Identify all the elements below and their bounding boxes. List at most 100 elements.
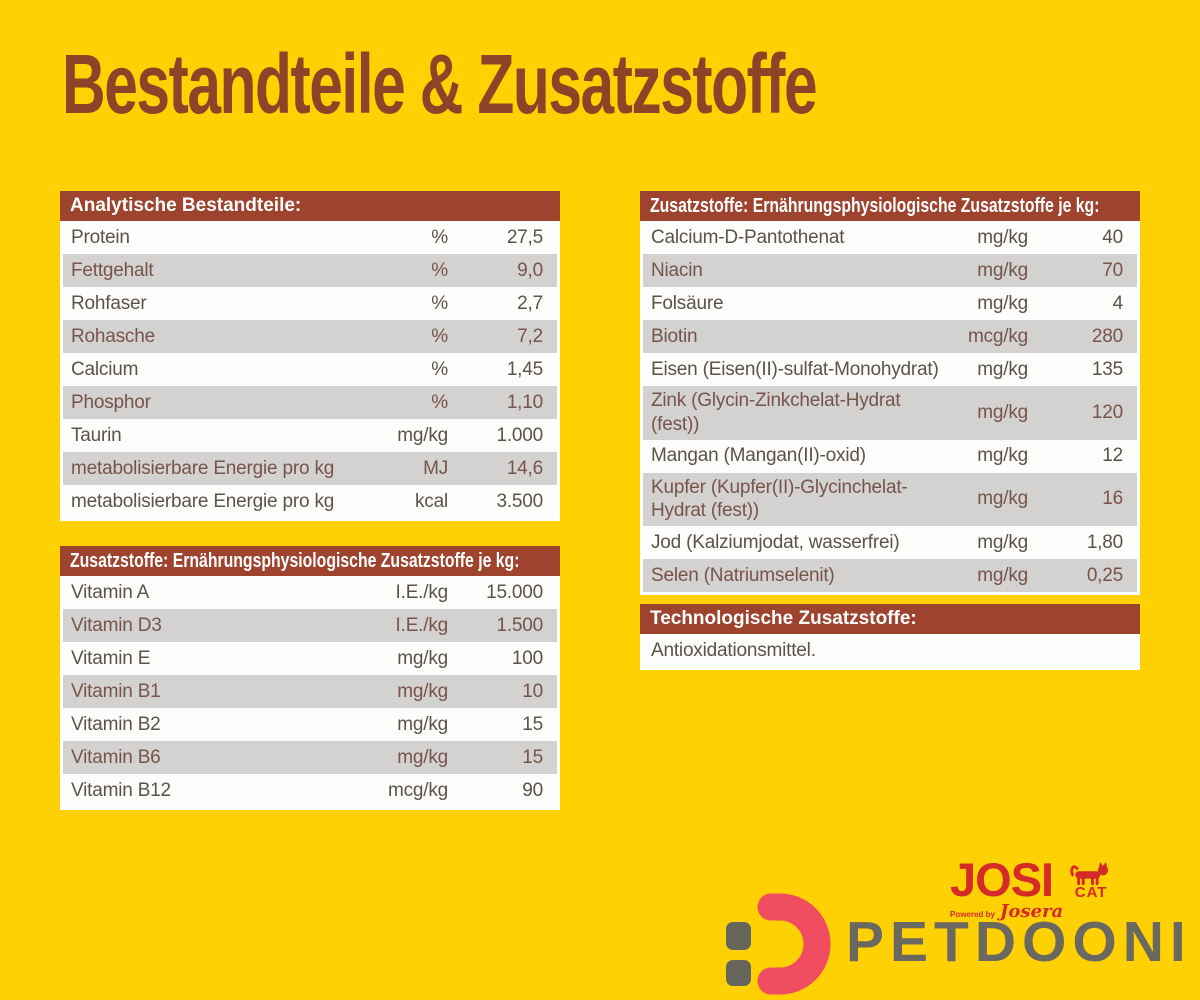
table-row: Kupfer (Kupfer(II)-Glycinchelat-Hydrat (… (643, 472, 1137, 526)
cell-label: Vitamin E (71, 647, 151, 669)
cell-unit: mcg/kg (387, 779, 448, 801)
cell-label: Protein (71, 226, 130, 248)
cell-value: 14,6 (506, 457, 543, 479)
table-row: Vitamin D3 I.E./kg 1.500 (63, 609, 557, 642)
cell-value: 16 (1102, 488, 1123, 510)
table-row: Jod (Kalziumjodat, wasserfrei) mg/kg 1,80 (643, 526, 1137, 559)
technological-table-body: Antioxidationsmittel. (643, 634, 1137, 667)
cell-label: Vitamin A (71, 581, 150, 603)
technological-table: Technologische Zusatzstoffe: Antioxidati… (640, 604, 1140, 670)
vitamins-table-header: Zusatzstoffe: Ernährungsphysiologische Z… (60, 546, 560, 576)
cell-label: Niacin (651, 259, 703, 281)
cell-unit: mg/kg (977, 445, 1028, 467)
cell-value: 3.500 (496, 490, 543, 512)
analytics-table-header: Analytische Bestandteile: (60, 191, 560, 221)
cell-value: 90 (522, 779, 543, 801)
minerals-table-header: Zusatzstoffe: Ernährungsphysiologische Z… (640, 191, 1140, 221)
cell-label: Vitamin D3 (71, 614, 162, 636)
analytics-table-body: Protein% 27,5 Fettgehalt% 9,0 Rohfaser% 2,7 Ro… (63, 221, 557, 518)
cell-value: 12 (1102, 445, 1123, 467)
cell-unit: mg/kg (977, 358, 1028, 380)
cell-value: 120 (1091, 401, 1123, 423)
page-title-text: Bestandteile & Zusatzstoffe (62, 37, 818, 131)
technological-table-header: Technologische Zusatzstoffe: (640, 604, 1140, 634)
cell-unit: % (431, 358, 448, 380)
cell-label: Vitamin B6 (71, 746, 161, 768)
powered-by-label: Powered by (950, 910, 995, 920)
table-row: Vitamin A I.E./kg 15.000 (63, 576, 557, 609)
minerals-table: Zusatzstoffe: Ernährungsphysiologische Z… (640, 191, 1140, 595)
page-title: Bestandteile & Zusatzstoffe (62, 42, 1110, 126)
cell-label: Jod (Kalziumjodat, wasserfrei) (651, 531, 900, 553)
table-row: Antioxidationsmittel. (643, 634, 1137, 667)
cell-unit: MJ (423, 457, 448, 479)
cell-value: 1.000 (496, 424, 543, 446)
analytics-table-header-text: Analytische Bestandteile: (70, 195, 302, 216)
table-row: Vitamin E mg/kg 100 (63, 642, 557, 675)
table-row: metabolisierbare Energie pro kg kcal 3.500 (63, 485, 557, 518)
cell-label: Rohfaser (71, 292, 147, 314)
cell-value: 10 (522, 680, 543, 702)
cell-label: Taurin (71, 424, 122, 446)
cell-label: Mangan (Mangan(II)-oxid) (651, 445, 866, 467)
josicat-cat-block: CAT (1067, 858, 1115, 900)
analytics-table: Analytische Bestandteile: Protein% 27,5 Fe… (60, 191, 560, 521)
cell-label: Kupfer (Kupfer(II)-Glycinchelat-Hydrat (… (651, 476, 908, 522)
cell-unit: % (431, 259, 448, 281)
cell-value: 15 (522, 713, 543, 735)
cell-label: metabolisierbare Energie pro kg (71, 457, 335, 479)
table-row: Niacin mg/kg 70 (643, 254, 1137, 287)
table-row: Folsäure mg/kg 4 (643, 287, 1137, 320)
cell-unit: mg/kg (397, 713, 448, 735)
cell-unit: mg/kg (977, 401, 1028, 423)
josera-wordmark: Josera (999, 901, 1064, 923)
table-row: Biotin mcg/kg 280 (643, 320, 1137, 353)
table-row: Calcium-D-Pantothenat mg/kg 40 (643, 221, 1137, 254)
cell-value: 280 (1091, 325, 1123, 347)
cell-label: metabolisierbare Energie pro kg (71, 490, 335, 512)
cell-value: 15.000 (486, 581, 543, 603)
cell-unit: mg/kg (977, 259, 1028, 281)
cell-value: 4 (1112, 292, 1124, 314)
table-row: Rohasche% 7,2 (63, 320, 557, 353)
powered-by-row: Powered by Josera (950, 903, 1150, 921)
cell-value: 100 (511, 647, 543, 669)
cell-label: Vitamin B1 (71, 680, 161, 702)
table-row: Protein% 27,5 (63, 221, 557, 254)
table-row: Calcium% 1,45 (63, 353, 557, 386)
cell-label: Fettgehalt (71, 259, 154, 281)
table-row: Taurin mg/kg 1.000 (63, 419, 557, 452)
cell-unit: I.E./kg (395, 614, 449, 636)
cat-icon (1070, 862, 1109, 886)
technological-table-header-text: Technologische Zusatzstoffe: (650, 608, 917, 629)
cell-unit: mg/kg (977, 531, 1028, 553)
cell-value: 70 (1102, 259, 1123, 281)
table-row: Vitamin B6 mg/kg 15 (63, 741, 557, 774)
petdooni-wordmark: PETDOONI (846, 910, 1192, 974)
josicat-logo: JOSI CAT Powered by Josera (950, 856, 1150, 921)
cell-unit: mg/kg (397, 746, 448, 768)
minerals-table-body: Calcium-D-Pantothenat mg/kg 40 Niacin mg/kg 7… (643, 221, 1137, 592)
josicat-logo-top: JOSI CAT (950, 856, 1150, 903)
cell-unit: mg/kg (397, 680, 448, 702)
cell-label: Folsäure (651, 292, 724, 314)
cell-value: 1,80 (1086, 531, 1123, 553)
cell-value: 9,0 (517, 259, 543, 281)
cell-unit: mg/kg (977, 488, 1028, 510)
table-row: Rohfaser% 2,7 (63, 287, 557, 320)
vitamins-table-body: Vitamin A I.E./kg 15.000 Vitamin D3 I.E./kg 1… (63, 576, 557, 807)
cell-label: Vitamin B2 (71, 713, 161, 735)
cell-value: 7,2 (517, 325, 543, 347)
cell-unit: mcg/kg (967, 325, 1028, 347)
cell-value: 135 (1091, 358, 1123, 380)
cell-value: 40 (1102, 226, 1123, 248)
cell-value: 1,10 (506, 391, 543, 413)
cell-label: Calcium-D-Pantothenat (651, 226, 845, 248)
cell-unit: kcal (415, 490, 448, 512)
cell-unit: mg/kg (977, 564, 1028, 586)
cell-unit: mg/kg (397, 647, 448, 669)
cell-label: Phosphor (71, 391, 151, 413)
table-row: Eisen (Eisen(II)-sulfat-Monohydrat) mg/kg… (643, 353, 1137, 386)
minerals-table-header-text: Zusatzstoffe: Ernährungsphysiologische Z… (650, 194, 1100, 217)
